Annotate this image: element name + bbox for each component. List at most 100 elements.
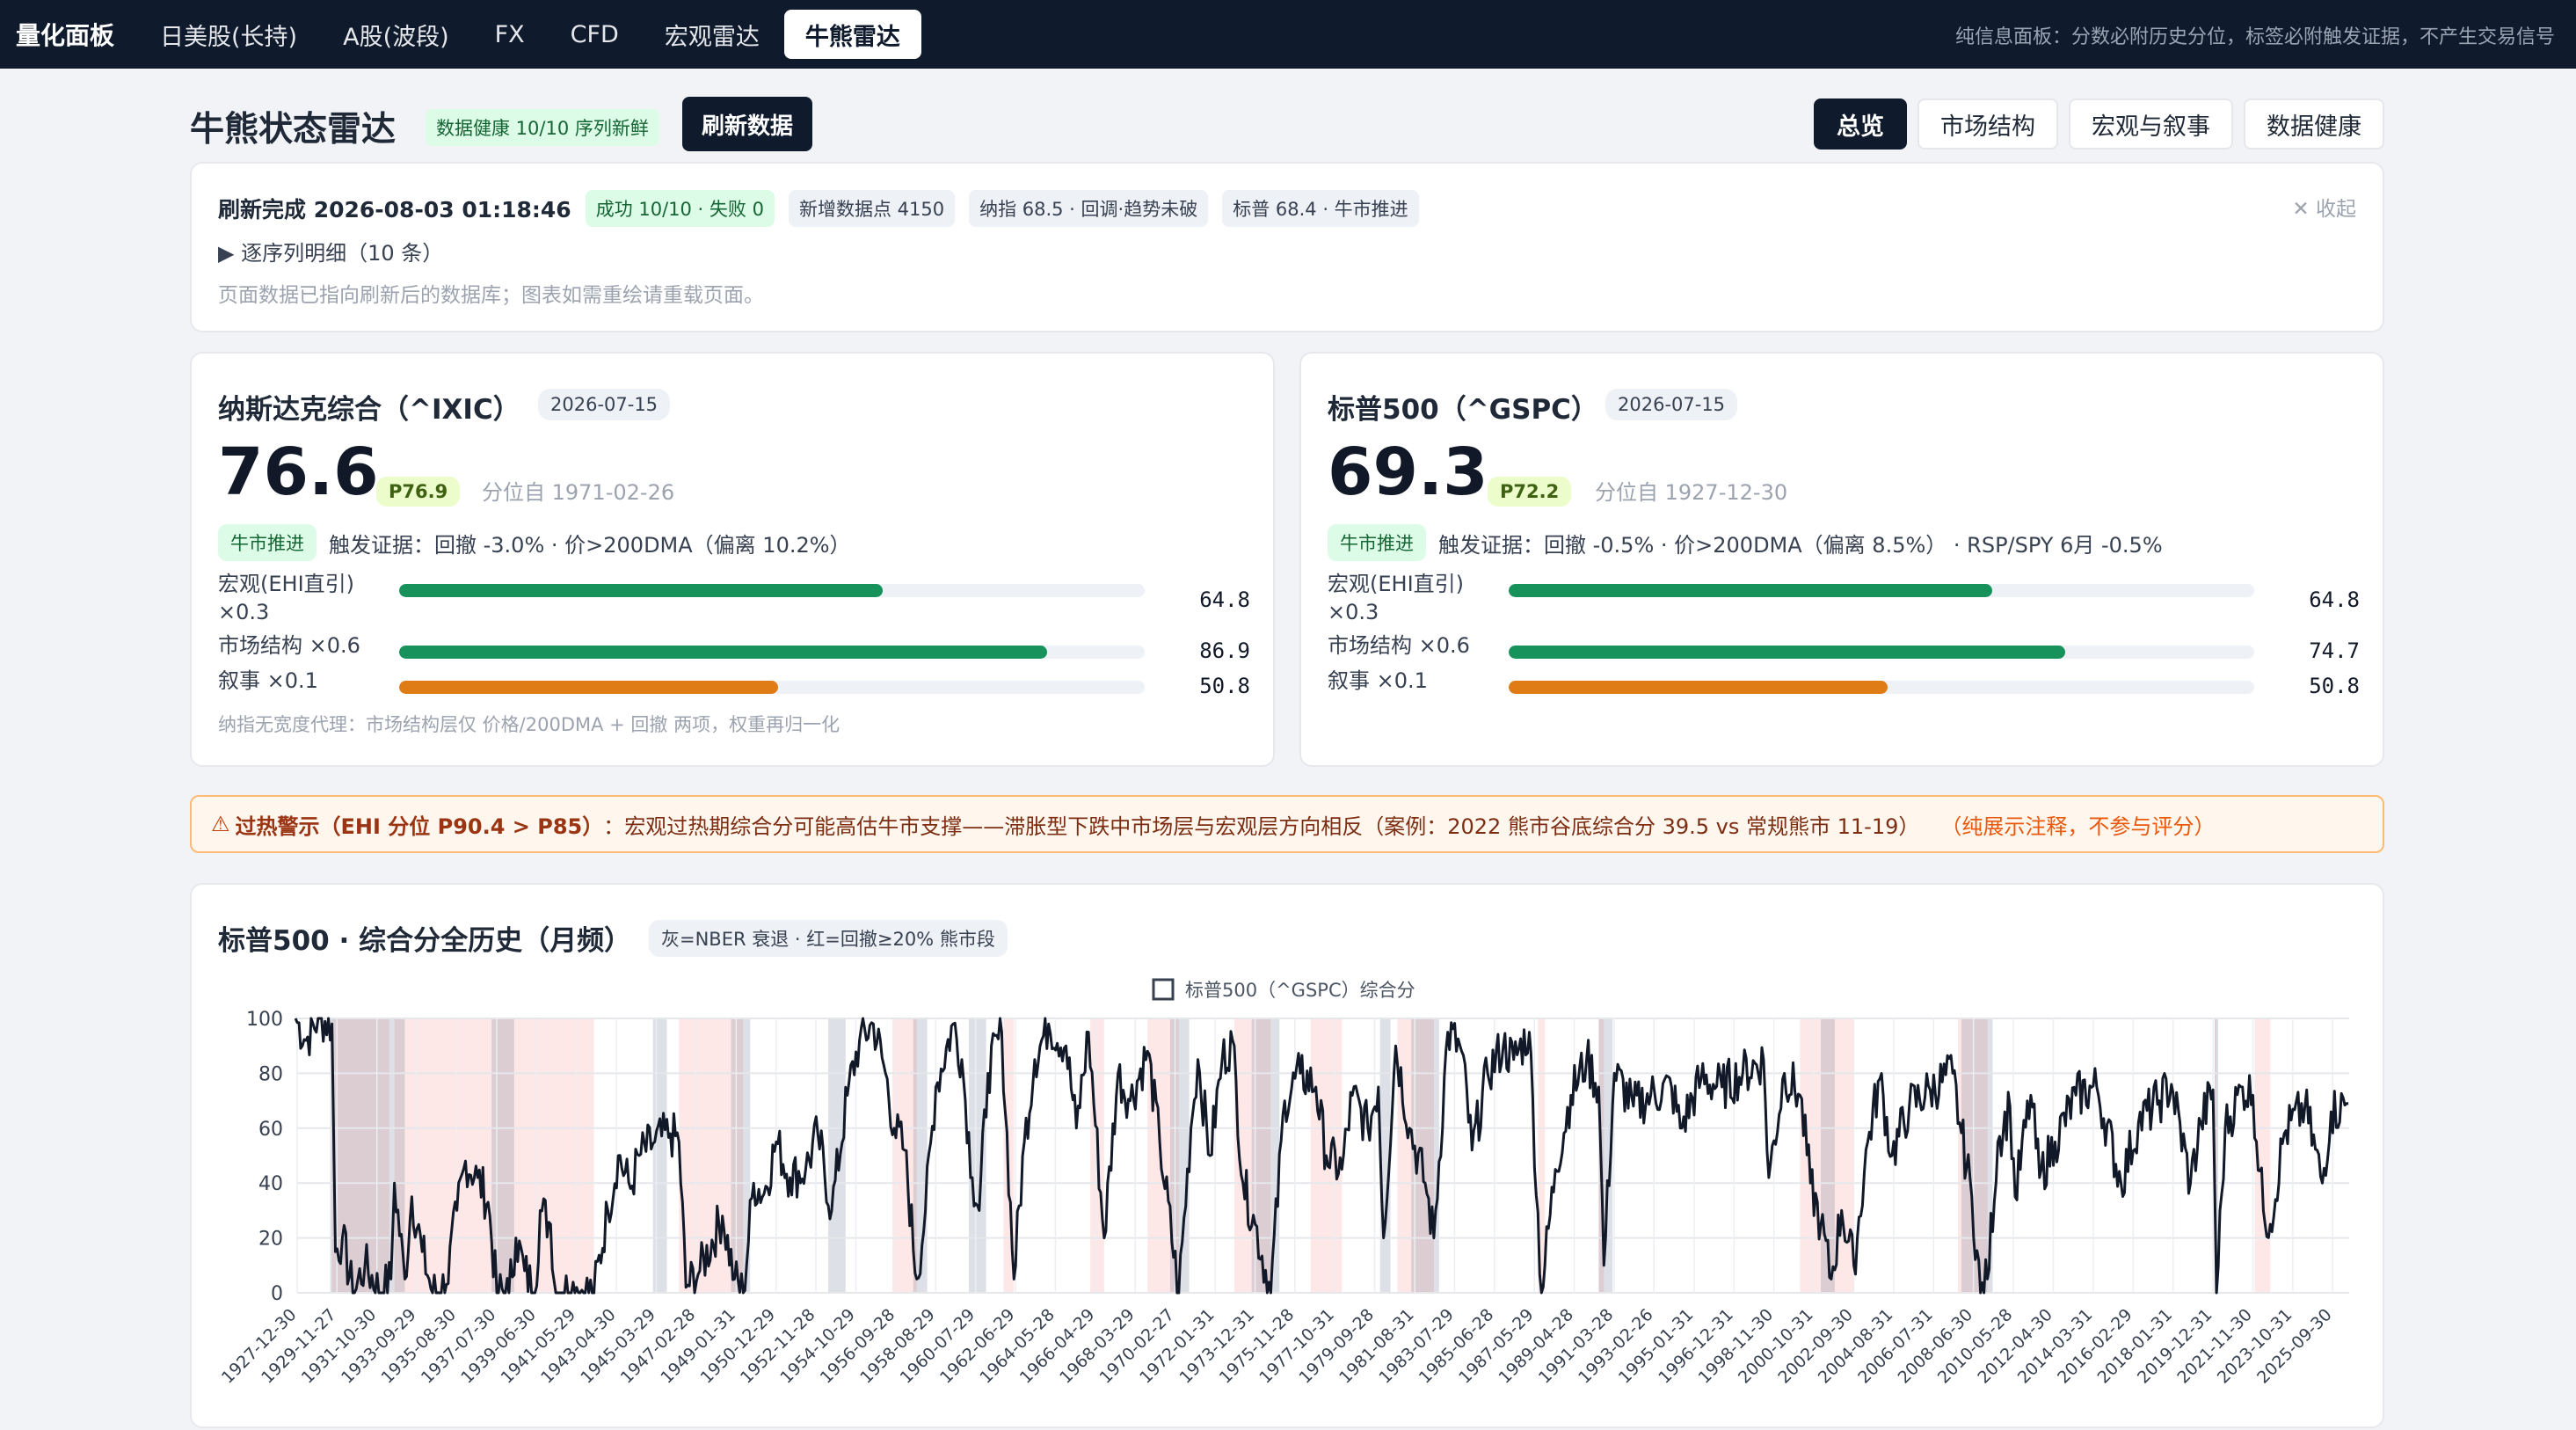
view-tab-data-health[interactable]: 数据健康 [2244, 98, 2384, 150]
refresh-time: 刷新完成 2026-08-03 01:18:46 [218, 197, 571, 223]
proxy-note: 纳指无宽度代理：市场结构层仅 价格/200DMA + 回撤 两项，权重再归一化 [218, 714, 840, 735]
bar-label: 叙事 ×0.1 [218, 668, 318, 693]
percentile-since: 分位自 1927-12-30 [1595, 480, 1788, 505]
data-health-badge: 数据健康 10/10 序列新鲜 [426, 109, 659, 146]
view-tab-macro-narrative[interactable]: 宏观与叙事 [2069, 98, 2233, 150]
nav-tab-cfd[interactable]: CFD [570, 20, 619, 48]
regime-status-chip: 牛市推进 [218, 524, 317, 561]
refresh-data-button[interactable]: 刷新数据 [682, 97, 813, 151]
y-tick-label: 0 [271, 1283, 283, 1305]
recession-band [2215, 1018, 2219, 1293]
composite-score: 69.3 [1328, 434, 1488, 510]
recession-band [1251, 1018, 1280, 1293]
bar-label: 宏观(EHI直引) ×0.3 [1328, 572, 1465, 624]
bear-market-band [1957, 1018, 1988, 1293]
view-tab-overview[interactable]: 总览 [1814, 98, 1907, 150]
macro-bar-row: 宏观(EHI直引) ×0.3 64.8 [218, 570, 1250, 624]
nasdaq-status-chip: 纳指 68.5 · 回调·趋势未破 [969, 190, 1209, 227]
bar-label: 叙事 ×0.1 [1328, 668, 1428, 693]
nav-tab-bull-bear-radar[interactable]: 牛熊雷达 [783, 10, 921, 59]
bar-fill [399, 681, 778, 694]
recession-band [913, 1018, 928, 1293]
bar-fill [1509, 584, 1992, 597]
bar-value: 86.9 [1199, 638, 1250, 663]
brand-logo[interactable]: 量化面板 [16, 21, 115, 50]
shading-legend-chip: 灰=NBER 衰退 · 红=回撤≥20% 熊市段 [649, 920, 1008, 957]
sp500-status-chip: 标普 68.4 · 牛市推进 [1222, 190, 1419, 227]
bar-fill [1509, 646, 2066, 659]
date-chip: 2026-07-15 [538, 389, 671, 420]
bar-value: 50.8 [1199, 674, 1250, 698]
bar-label: 市场结构 ×0.6 [218, 633, 360, 658]
legend-swatch [1152, 978, 1175, 1001]
composite-score-line [294, 1017, 2349, 1295]
bar-value: 50.8 [2309, 674, 2360, 698]
index-title: 纳斯达克综合（^IXIC） [218, 394, 520, 426]
y-tick-label: 20 [258, 1229, 283, 1251]
bar-fill [399, 584, 883, 597]
y-tick-label: 60 [258, 1119, 283, 1141]
bear-market-band [2215, 1018, 2217, 1293]
legend-label: 标普500（^GSPC）综合分 [1185, 980, 1415, 1001]
refresh-result-panel: 刷新完成 2026-08-03 01:18:46 成功 10/10 · 失败 0… [190, 162, 2384, 332]
bar-track [1509, 681, 2254, 694]
bar-value: 64.8 [2309, 587, 2360, 612]
chart-title: 标普500 · 综合分全历史（月频） [218, 925, 632, 957]
bear-market-band [394, 1018, 594, 1293]
warning-note: （纯展示注释，不参与评分） [1940, 813, 2216, 839]
trigger-evidence: 触发证据：回撤 -3.0% · 价>200DMA（偏离 10.2%） [329, 532, 851, 558]
index-title: 标普500（^GSPC） [1328, 394, 1598, 426]
y-tick-label: 100 [246, 1009, 283, 1031]
warning-icon: ⚠ [211, 812, 230, 836]
bar-track [1509, 646, 2254, 659]
success-count-chip: 成功 10/10 · 失败 0 [585, 190, 775, 227]
top-nav: 量化面板 日美股(长持) A股(波段) FX CFD 宏观雷达 牛熊雷达 纯信息… [0, 0, 2576, 69]
bar-track [399, 681, 1145, 694]
composite-history-chart[interactable]: 标普500（^GSPC）综合分0204060801001927-12-30192… [192, 885, 2386, 1430]
view-tab-market-structure[interactable]: 市场结构 [1917, 98, 2058, 150]
bar-value: 74.7 [2309, 638, 2360, 663]
structure-bar-row: 市场结构 ×0.6 86.9 [218, 631, 1250, 667]
bar-label: 市场结构 ×0.6 [1328, 633, 1470, 658]
bar-value: 64.8 [1199, 587, 1250, 612]
trigger-evidence: 触发证据：回撤 -0.5% · 价>200DMA（偏离 8.5%） · RSP/… [1438, 532, 2163, 558]
percentile-since: 分位自 1971-02-26 [482, 480, 675, 505]
date-chip: 2026-07-15 [1605, 389, 1738, 420]
nav-tab-a-share[interactable]: A股(波段) [343, 23, 449, 51]
composite-history-chart-card: 标普500 · 综合分全历史（月频） 灰=NBER 衰退 · 红=回撤≥20% … [190, 883, 2384, 1428]
bar-fill [399, 646, 1047, 659]
narrative-bar-row: 叙事 ×0.1 50.8 [218, 667, 1250, 702]
warning-text: ：宏观过热期综合分可能高估牛市支撑——滞胀型下跌中市场层与宏观层方向相反（案例：… [603, 813, 1920, 839]
nasdaq-card: 纳斯达克综合（^IXIC） 2026-07-15 76.6 P76.9 分位自 … [190, 352, 1275, 767]
collapse-button[interactable]: ✕ 收起 [2292, 198, 2356, 221]
y-tick-label: 80 [258, 1063, 283, 1085]
refresh-note: 页面数据已指向刷新后的数据库；图表如需重绘请重载页面。 [218, 284, 764, 307]
bear-market-band [1538, 1018, 1546, 1293]
regime-status-chip: 牛市推进 [1328, 524, 1426, 561]
y-tick-label: 40 [258, 1173, 283, 1195]
bar-track [1509, 584, 2254, 597]
series-detail-toggle[interactable]: ▶ 逐序列明细（10 条） [218, 241, 444, 266]
bar-track [399, 584, 1145, 597]
composite-score: 76.6 [218, 434, 379, 510]
new-points-chip: 新增数据点 4150 [788, 190, 956, 227]
sp500-card: 标普500（^GSPC） 2026-07-15 69.3 P72.2 分位自 1… [1299, 352, 2384, 767]
page-header: 牛熊状态雷达 数据健康 10/10 序列新鲜 刷新数据 总览 市场结构 宏观与叙… [190, 95, 2384, 153]
nav-tab-jp-us[interactable]: 日美股(长持) [160, 23, 298, 51]
bar-track [399, 646, 1145, 659]
recession-band [491, 1018, 514, 1293]
recession-band [652, 1018, 667, 1293]
structure-bar-row: 市场结构 ×0.6 74.7 [1328, 631, 2360, 667]
bar-fill [1509, 681, 1888, 694]
recession-band [1379, 1018, 1391, 1293]
bar-label: 宏观(EHI直引) ×0.3 [218, 572, 355, 624]
overheat-warning: ⚠ 过热警示（EHI 分位 P90.4 > P85） ：宏观过热期综合分可能高估… [190, 795, 2384, 853]
percentile-chip: P72.2 [1488, 477, 1572, 507]
percentile-chip: P76.9 [376, 477, 461, 507]
warning-head: 过热警示（EHI 分位 P90.4 > P85） [235, 813, 604, 839]
view-tabs: 总览 市场结构 宏观与叙事 数据健康 [1814, 98, 2384, 150]
nav-tab-fx[interactable]: FX [494, 20, 525, 48]
narrative-bar-row: 叙事 ×0.1 50.8 [1328, 667, 2360, 702]
macro-bar-row: 宏观(EHI直引) ×0.3 64.8 [1328, 570, 2360, 624]
nav-tab-macro-radar[interactable]: 宏观雷达 [664, 23, 760, 51]
